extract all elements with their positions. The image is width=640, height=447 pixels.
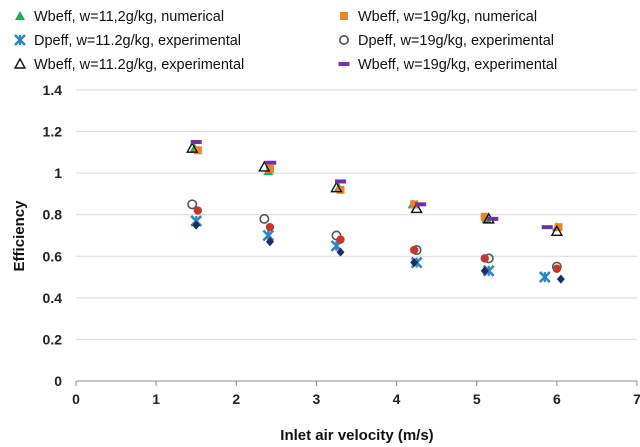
legend-entry-3: Dpeff, w=19g/kg, experimental — [338, 33, 554, 49]
legend-label-2: Dpeff, w=11.2g/kg, experimental — [34, 33, 241, 49]
data-point-7-1 — [265, 237, 274, 247]
x-tick-label-4: 4 — [393, 391, 401, 407]
data-point-5-5 — [541, 225, 553, 230]
data-point-4-1 — [258, 160, 271, 172]
data-point-1-1 — [265, 164, 274, 173]
legend-marker-5 — [338, 62, 350, 66]
x-tick-label-1: 1 — [152, 391, 160, 407]
x-tick-label-3: 3 — [313, 391, 321, 407]
y-axis-label: Efficiency — [11, 200, 28, 272]
x-tick-label-2: 2 — [232, 391, 240, 407]
legend-label-4: Wbeff, w=11.2g/kg, experimental — [34, 57, 244, 73]
legend-label-0: Wbeff, w=11,2g/kg, numerical — [34, 9, 224, 25]
legend-label-5: Wbeff, w=19g/kg, experimental — [358, 57, 557, 73]
series-2 — [190, 215, 551, 283]
data-point-5-0 — [190, 139, 202, 144]
y-tick-label-3: 0.6 — [43, 248, 63, 264]
legend-entry-4: Wbeff, w=11.2g/kg, experimental — [13, 57, 244, 73]
data-point-6-4 — [480, 254, 489, 263]
data-point-5-3 — [415, 202, 427, 207]
legend-entry-1: Wbeff, w=19g/kg, numerical — [340, 9, 537, 25]
series-6 — [193, 206, 562, 273]
series-1 — [193, 146, 563, 232]
data-point-1-4 — [480, 212, 489, 221]
data-point-5-4 — [487, 216, 499, 221]
legend: Wbeff, w=11,2g/kg, numerical Wbeff, w=19g… — [13, 9, 557, 73]
data-point-6-0 — [193, 206, 203, 215]
data-point-4-0 — [186, 141, 199, 153]
legend-entry-2: Dpeff, w=11.2g/kg, experimental — [14, 33, 241, 49]
data-point-6-5 — [552, 264, 562, 273]
data-point-4-2 — [330, 181, 343, 193]
legend-marker-0 — [15, 11, 25, 20]
data-point-5-2 — [334, 179, 346, 184]
data-point-6-2 — [336, 235, 345, 244]
x-tick-label-7: 7 — [633, 391, 640, 407]
y-tick-label-7: 1.4 — [43, 82, 63, 98]
legend-label-3: Dpeff, w=19g/kg, experimental — [358, 33, 554, 49]
data-point-1-0 — [193, 146, 202, 155]
data-point-7-0 — [192, 220, 201, 230]
legend-marker-3 — [338, 34, 349, 45]
series-3 — [187, 199, 562, 272]
x-axis-label: Inlet air velocity (m/s) — [280, 427, 433, 444]
legend-entry-5: Wbeff, w=19g/kg, experimental — [338, 57, 557, 73]
data-point-1-5 — [554, 223, 563, 232]
data-point-4-5 — [550, 224, 564, 237]
data-marks — [186, 139, 565, 284]
data-point-5-1 — [265, 160, 277, 165]
y-tick-label-1: 0.2 — [43, 331, 63, 347]
series-4 — [186, 141, 564, 237]
series-0 — [189, 143, 562, 232]
legend-marker-1 — [340, 12, 348, 20]
y-tick-label-4: 0.8 — [43, 207, 63, 223]
data-point-4-3 — [410, 202, 423, 214]
y-tick-label-5: 1 — [54, 165, 62, 181]
data-point-1-3 — [410, 200, 419, 209]
data-point-7-4 — [480, 266, 489, 276]
x-tick-label-0: 0 — [72, 391, 80, 407]
x-tick-label-6: 6 — [553, 391, 561, 407]
series-7 — [192, 220, 565, 284]
axes — [75, 380, 638, 386]
series-5 — [190, 139, 553, 230]
y-tick-label-0: 0 — [54, 373, 62, 389]
data-point-6-1 — [265, 222, 275, 232]
data-point-7-2 — [336, 247, 345, 257]
data-point-2-1 — [262, 229, 275, 242]
y-tick-label-6: 1.2 — [43, 124, 63, 140]
legend-marker-2 — [14, 34, 26, 46]
gridlines — [76, 89, 637, 340]
legend-marker-4 — [13, 57, 27, 69]
data-point-7-3 — [410, 258, 419, 268]
data-point-3-1 — [259, 213, 270, 224]
data-point-2-5 — [538, 271, 551, 283]
data-point-6-3 — [410, 245, 419, 255]
data-point-3-0 — [187, 199, 198, 210]
x-tick-label-5: 5 — [473, 391, 481, 407]
y-tick-label-2: 0.4 — [43, 290, 63, 306]
legend-entry-0: Wbeff, w=11,2g/kg, numerical — [15, 9, 224, 25]
legend-label-1: Wbeff, w=19g/kg, numerical — [358, 9, 537, 25]
data-point-7-5 — [556, 274, 565, 284]
tick-labels: 0 1 2 3 4 5 6 7 0 0.2 0.4 0.6 0.8 1 1.2 1.4 — [43, 82, 640, 407]
